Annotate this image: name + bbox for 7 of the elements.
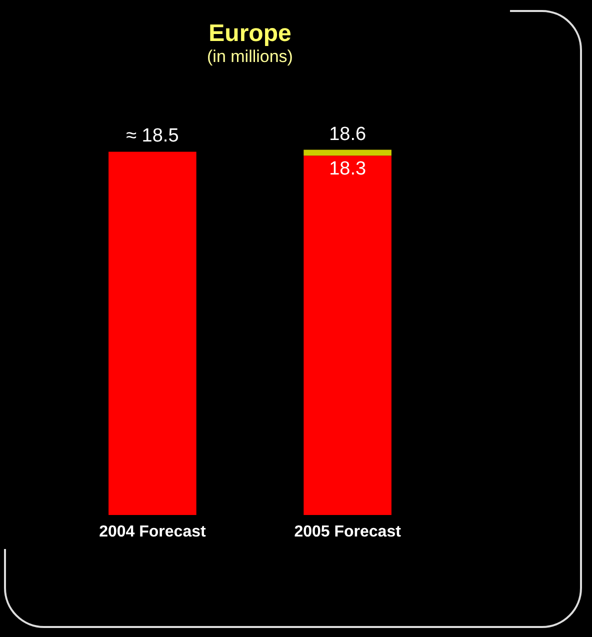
data-label: 18.3 <box>329 158 366 180</box>
total-label: 18.6 <box>329 124 366 145</box>
data-label: ≈ 18.5 <box>126 126 179 147</box>
chart-subtitle: (in millions) <box>207 47 293 66</box>
chart-title: Europe <box>208 20 292 47</box>
x-tick-label: 2004 Forecast <box>99 524 206 540</box>
x-tick-label: 2005 Forecast <box>294 524 402 540</box>
